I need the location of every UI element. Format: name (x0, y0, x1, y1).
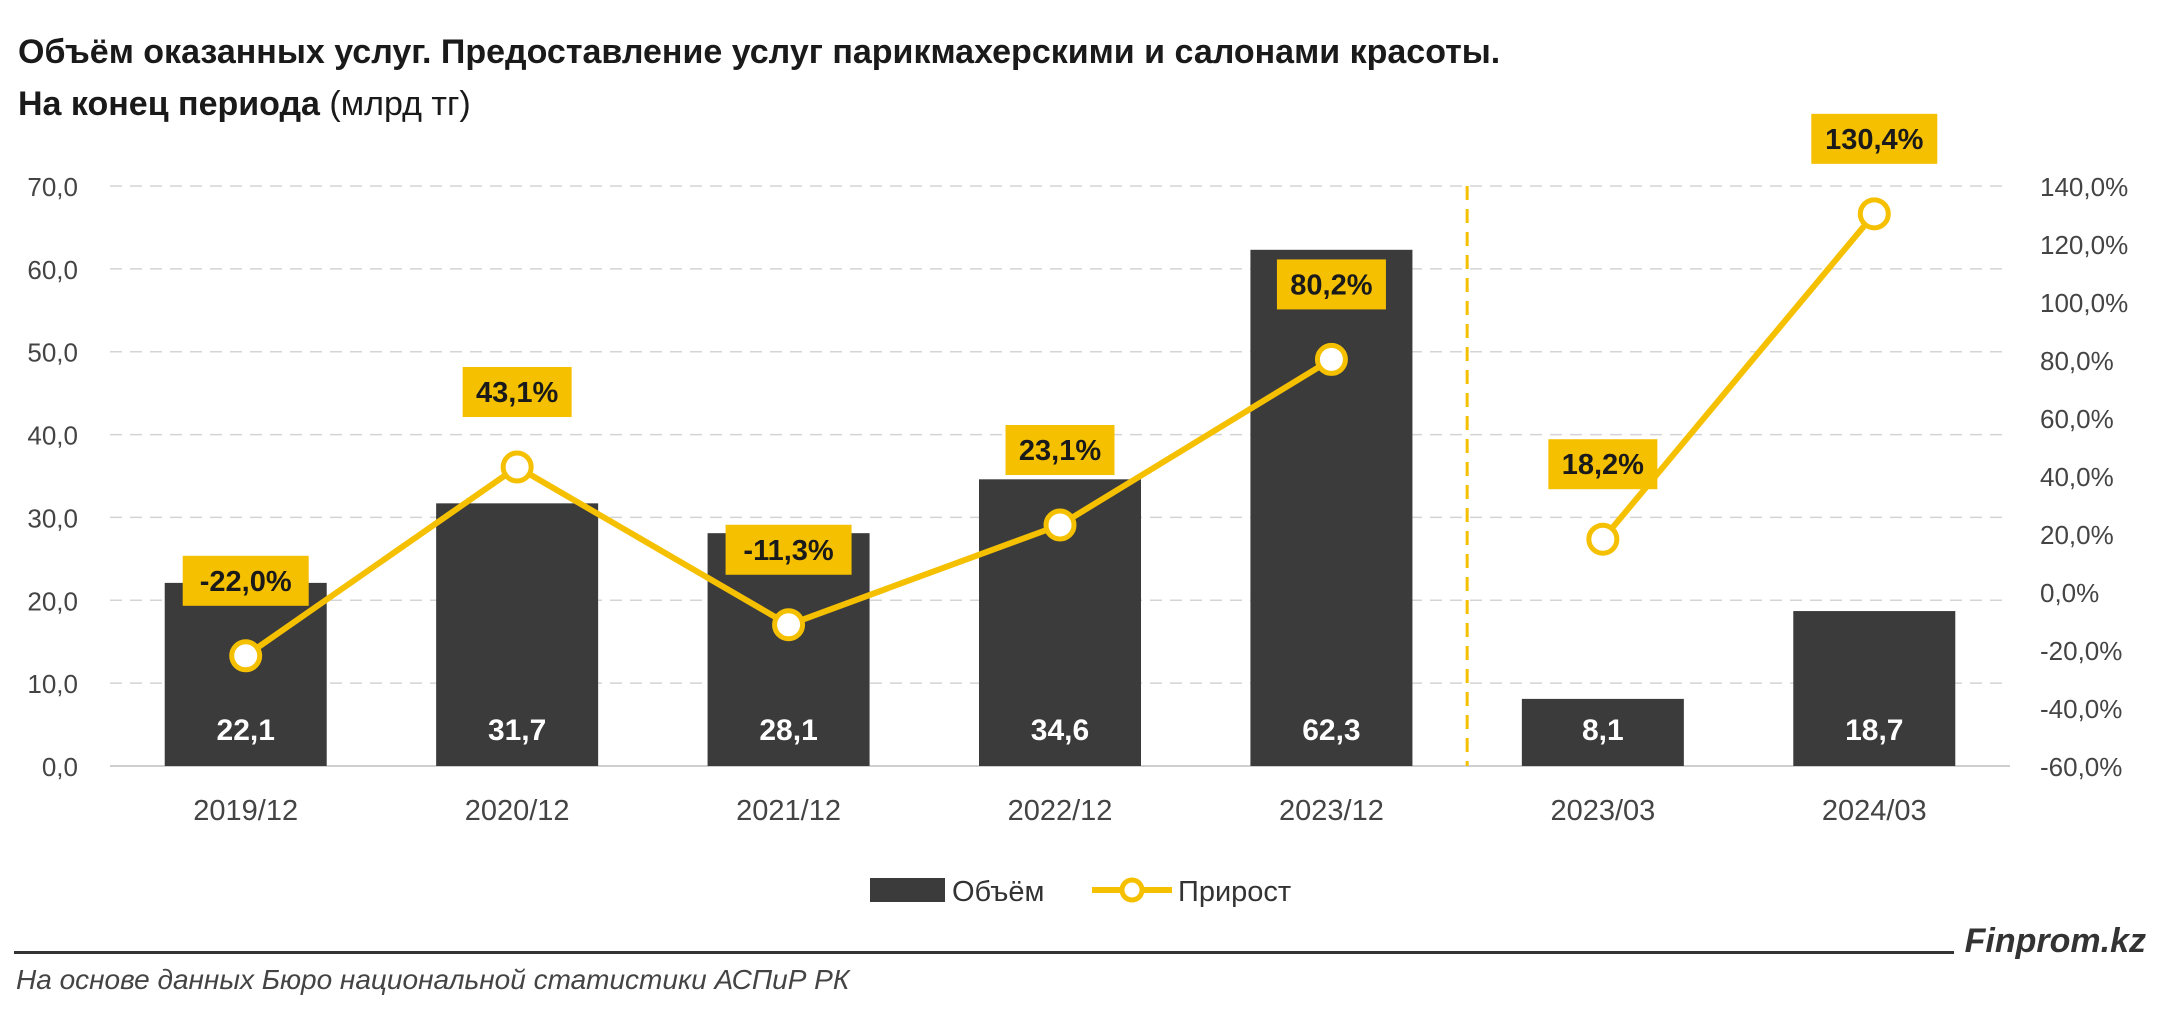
x-tick-label: 2023/12 (1279, 795, 1384, 827)
bar-value-label: 31,7 (488, 714, 546, 747)
y-right-tick-label: 120,0% (2040, 230, 2128, 260)
legend-swatch-marker (1119, 877, 1145, 903)
x-tick-label: 2019/12 (193, 795, 298, 827)
bar-value-label: 62,3 (1302, 714, 1360, 747)
y-left-tick-label: 0,0 (42, 752, 78, 782)
growth-label-box (1005, 425, 1115, 476)
y-left-tick-label: 30,0 (27, 503, 78, 533)
growth-label-box (1811, 113, 1938, 164)
growth-label-box (1548, 439, 1658, 490)
y-right-tick-label: 60,0% (2040, 404, 2114, 434)
growth-point (1857, 197, 1891, 231)
growth-label-box (1276, 259, 1386, 310)
x-tick-label: 2021/12 (736, 795, 841, 827)
legend-swatch-bar (870, 878, 945, 902)
y-right-tick-label: -60,0% (2040, 752, 2122, 782)
growth-point (772, 608, 806, 642)
growth-point (229, 639, 263, 673)
y-right-tick-label: 100,0% (2040, 288, 2128, 318)
growth-label-box (462, 367, 572, 418)
bar (1250, 249, 1413, 767)
brand-logo: Finprom.kz (1964, 922, 2146, 960)
bar-value-label: 18,7 (1845, 714, 1903, 747)
bar (436, 503, 599, 766)
growth-label: -22,0% (200, 566, 292, 598)
x-tick-label: 2020/12 (465, 795, 570, 827)
y-right-tick-label: -40,0% (2040, 694, 2122, 724)
growth-label: 18,2% (1562, 449, 1644, 481)
bar-value-label: 22,1 (217, 714, 275, 747)
y-right-tick-label: 0,0% (2040, 578, 2099, 608)
growth-label-box (725, 524, 852, 575)
legend-label-volume: Объём (952, 876, 1044, 908)
title-line-1: Объём оказанных услуг. Предоставление ус… (18, 33, 1501, 71)
growth-point (1314, 342, 1348, 376)
growth-label: 43,1% (476, 377, 558, 409)
y-right-tick-label: 80,0% (2040, 346, 2114, 376)
growth-point (1586, 522, 1620, 556)
bar-value-label: 8,1 (1582, 714, 1624, 747)
bar-value-label: 28,1 (759, 714, 817, 747)
x-tick-label: 2023/03 (1550, 795, 1655, 827)
x-tick-label: 2024/03 (1822, 795, 1927, 827)
growth-label-box (182, 555, 309, 606)
growth-label: 23,1% (1019, 435, 1101, 467)
y-right-tick-label: 40,0% (2040, 462, 2114, 492)
growth-point (1043, 508, 1077, 542)
legend-label-growth: Прирост (1178, 876, 1291, 908)
footer-divider (14, 951, 1954, 954)
title-unit: (млрд тг) (329, 85, 471, 123)
growth-label: -11,3% (743, 535, 833, 567)
y-right-tick-label: -20,0% (2040, 636, 2122, 666)
y-left-tick-label: 60,0 (27, 255, 78, 285)
growth-label: 80,2% (1290, 269, 1372, 301)
x-tick-label: 2022/12 (1008, 795, 1113, 827)
growth-line (1600, 211, 1877, 542)
y-right-tick-label: 20,0% (2040, 520, 2114, 550)
growth-point (500, 450, 534, 484)
source-note: На основе данных Бюро национальной стати… (16, 964, 850, 995)
growth-label: 130,4% (1825, 124, 1924, 156)
y-left-tick-label: 20,0 (27, 586, 78, 616)
y-left-tick-label: 50,0 (27, 338, 78, 368)
y-right-tick-label: 140,0% (2040, 172, 2128, 202)
y-left-tick-label: 10,0 (27, 669, 78, 699)
chart-title: Объём оказанных услуг. Предоставление ус… (18, 26, 1500, 130)
bar (164, 582, 327, 766)
y-left-tick-label: 70,0 (27, 172, 78, 202)
y-left-tick-label: 40,0 (27, 421, 78, 451)
bar-value-label: 34,6 (1031, 714, 1089, 747)
bar (1521, 698, 1684, 766)
bar (1793, 611, 1956, 766)
title-line-2: На конец периода (18, 85, 320, 123)
